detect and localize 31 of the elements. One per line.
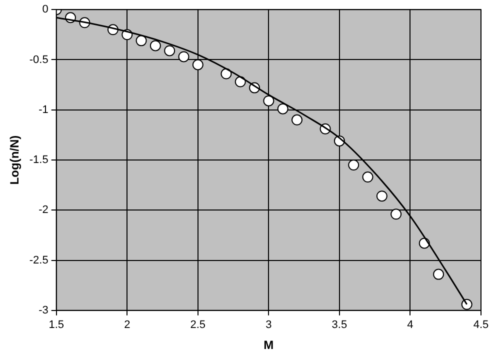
- x-tick-label: 3: [266, 319, 272, 332]
- point: [461, 298, 472, 310]
- y-tick-label: -3: [38, 304, 48, 316]
- x-tick-label: 1.5: [48, 319, 64, 332]
- y-tick-label: -2: [38, 204, 48, 216]
- y-tick-label: 0: [42, 4, 48, 16]
- point: [192, 59, 204, 70]
- x-axis-title: M: [264, 338, 274, 352]
- point: [136, 35, 147, 46]
- y-tick-label: -2.5: [29, 254, 48, 266]
- x-tick-label: 2.5: [190, 319, 206, 332]
- y-tick-label: -1.5: [29, 154, 48, 166]
- x-tick-label: 3.5: [332, 319, 348, 332]
- point: [234, 76, 246, 88]
- point: [291, 114, 302, 126]
- point: [150, 40, 161, 52]
- point: [362, 172, 374, 183]
- point: [164, 45, 176, 56]
- point: [263, 95, 274, 106]
- y-axis-title: Log(n/N): [8, 135, 22, 185]
- point: [376, 190, 388, 202]
- x-tick-label: 2: [124, 319, 130, 332]
- x-tick-label: 4: [407, 319, 414, 332]
- point: [433, 268, 444, 280]
- y-tick-label: -0.5: [29, 54, 48, 66]
- point: [277, 103, 288, 114]
- point: [178, 51, 190, 62]
- point: [390, 208, 402, 220]
- point: [348, 160, 360, 171]
- y-tick-label: -1: [38, 104, 48, 116]
- x-tick-label: 4.5: [473, 319, 489, 332]
